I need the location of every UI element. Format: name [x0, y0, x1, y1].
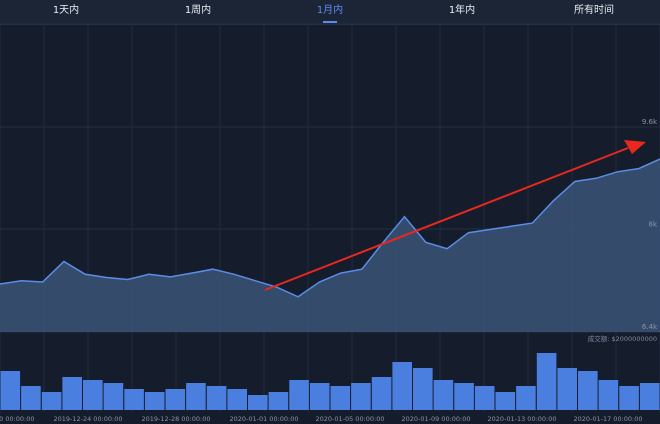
volume-label: 成交额: $2000000000	[588, 334, 657, 343]
volume-bar	[392, 362, 412, 410]
x-tick-label: 2020-01-17 00:00:00	[573, 415, 642, 423]
y-tick-label: 9.6k	[642, 118, 658, 126]
volume-bar	[578, 371, 598, 410]
volume-bar	[639, 383, 660, 410]
volume-bar	[62, 377, 82, 410]
volume-bar	[516, 386, 536, 410]
price-area-fill	[0, 159, 660, 332]
volume-bar	[351, 383, 371, 410]
price-line	[0, 158, 660, 298]
x-tick-label: 2020-01-13 00:00:00	[487, 415, 556, 423]
volume-bar	[186, 383, 206, 410]
volume-bar	[83, 380, 103, 410]
x-tick-label: 2020-01-01 00:00:00	[229, 415, 298, 423]
volume-bar	[227, 389, 247, 410]
volume-bar	[495, 392, 516, 410]
volume-bar	[124, 389, 144, 410]
volume-bar	[0, 371, 21, 410]
volume-bar	[206, 386, 227, 410]
tab-1-day[interactable]: 1天内	[52, 5, 80, 16]
volume-bar	[433, 380, 454, 410]
volume-bar	[309, 383, 330, 410]
tab-1-month[interactable]: 1月内	[264, 0, 396, 24]
volume-bar	[268, 392, 289, 410]
volume-bar	[41, 392, 62, 410]
x-axis-labels: 2019-12-20 00:00:00 2019-12-24 00:00:00 20…	[0, 415, 643, 423]
y-tick-label: 8k	[648, 221, 657, 229]
volume-bar	[21, 386, 41, 410]
volume-bar	[248, 395, 268, 410]
y-axis-labels: 9.6k 8k 6.4k	[642, 118, 658, 331]
volume-bar	[536, 353, 557, 410]
x-tick-label: 2019-12-28 00:00:00	[141, 415, 210, 423]
x-tick-label: 2019-12-24 00:00:00	[53, 415, 122, 423]
trend-arrow	[264, 140, 646, 291]
trend-arrow-shaft	[264, 147, 629, 291]
volume-bar	[103, 383, 124, 410]
price-area	[0, 158, 660, 332]
tab-1-year[interactable]: 1年内	[448, 5, 476, 16]
volume-bar	[474, 386, 495, 410]
x-tick-label: 2020-01-09 00:00:00	[401, 415, 470, 423]
tab-all-time[interactable]: 所有时间	[574, 5, 614, 16]
volume-bar	[619, 386, 639, 410]
volume-bar	[371, 377, 392, 410]
volume-bar	[330, 386, 351, 410]
volume-bar	[413, 368, 433, 410]
trend-arrow-head	[624, 140, 646, 154]
volume-bar	[557, 368, 577, 410]
y-tick-label: 6.4k	[642, 323, 658, 331]
volume-bars	[0, 353, 660, 410]
tab-1-week[interactable]: 1周内	[184, 5, 212, 16]
volume-bar	[598, 380, 619, 410]
x-tick-label: 2019-12-20 00:00:00	[0, 415, 35, 423]
volume-bar	[165, 389, 186, 410]
volume-bar	[144, 392, 165, 410]
volume-bar	[454, 383, 474, 410]
x-tick-label: 2020-01-05 00:00:00	[315, 415, 384, 423]
volume-bar	[289, 380, 309, 410]
